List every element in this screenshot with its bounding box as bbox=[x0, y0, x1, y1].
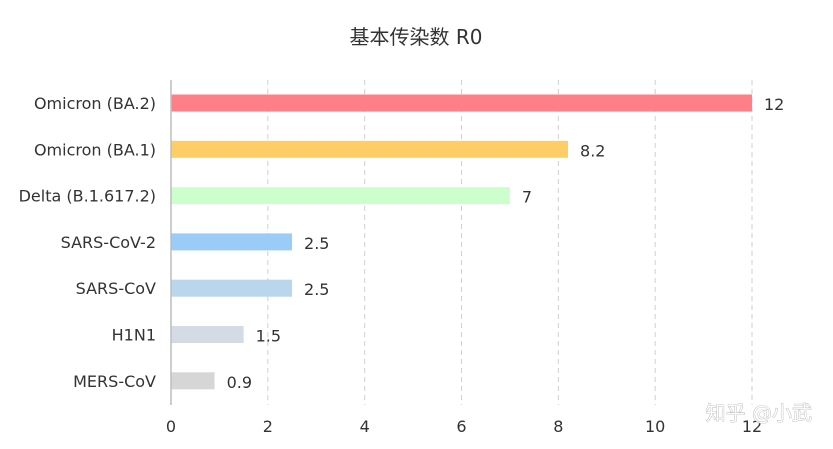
data-label: 2.5 bbox=[304, 280, 329, 299]
bar bbox=[171, 279, 293, 297]
data-label: 8.2 bbox=[580, 141, 605, 160]
bar bbox=[171, 94, 752, 112]
grid bbox=[267, 80, 753, 405]
category-label: SARS-CoV-2 bbox=[61, 233, 156, 252]
x-tick-label: 4 bbox=[360, 417, 370, 436]
x-tick-label: 6 bbox=[456, 417, 466, 436]
bar bbox=[171, 233, 293, 251]
data-label: 2.5 bbox=[304, 234, 329, 253]
data-label: 1.5 bbox=[256, 327, 281, 346]
x-tick-label: 8 bbox=[553, 417, 563, 436]
category-label: SARS-CoV bbox=[76, 279, 156, 298]
x-tick-label: 2 bbox=[263, 417, 273, 436]
category-label: H1N1 bbox=[112, 326, 156, 345]
bars bbox=[171, 94, 752, 390]
bar bbox=[171, 187, 510, 205]
labels: 0 2 4 6 8 10 12 Omicron (BA.2) 12 Omicron (BA.1) 8… bbox=[19, 94, 785, 436]
bar bbox=[171, 372, 215, 390]
category-label: Delta (B.1.617.2) bbox=[19, 187, 156, 206]
x-tick-label: 12 bbox=[742, 417, 762, 436]
x-tick-label: 10 bbox=[645, 417, 665, 436]
watermark-text: 知乎 @小武 bbox=[706, 401, 812, 425]
bar bbox=[171, 326, 244, 343]
data-label: 7 bbox=[522, 188, 532, 207]
category-label: MERS-CoV bbox=[73, 372, 156, 391]
category-label: Omicron (BA.1) bbox=[34, 140, 156, 159]
bar bbox=[171, 140, 569, 158]
category-label: Omicron (BA.2) bbox=[34, 94, 156, 113]
chart-title: 基本传染数 R0 bbox=[350, 25, 483, 49]
data-label: 0.9 bbox=[227, 373, 252, 392]
data-label: 12 bbox=[764, 95, 784, 114]
x-tick-label: 0 bbox=[166, 417, 176, 436]
